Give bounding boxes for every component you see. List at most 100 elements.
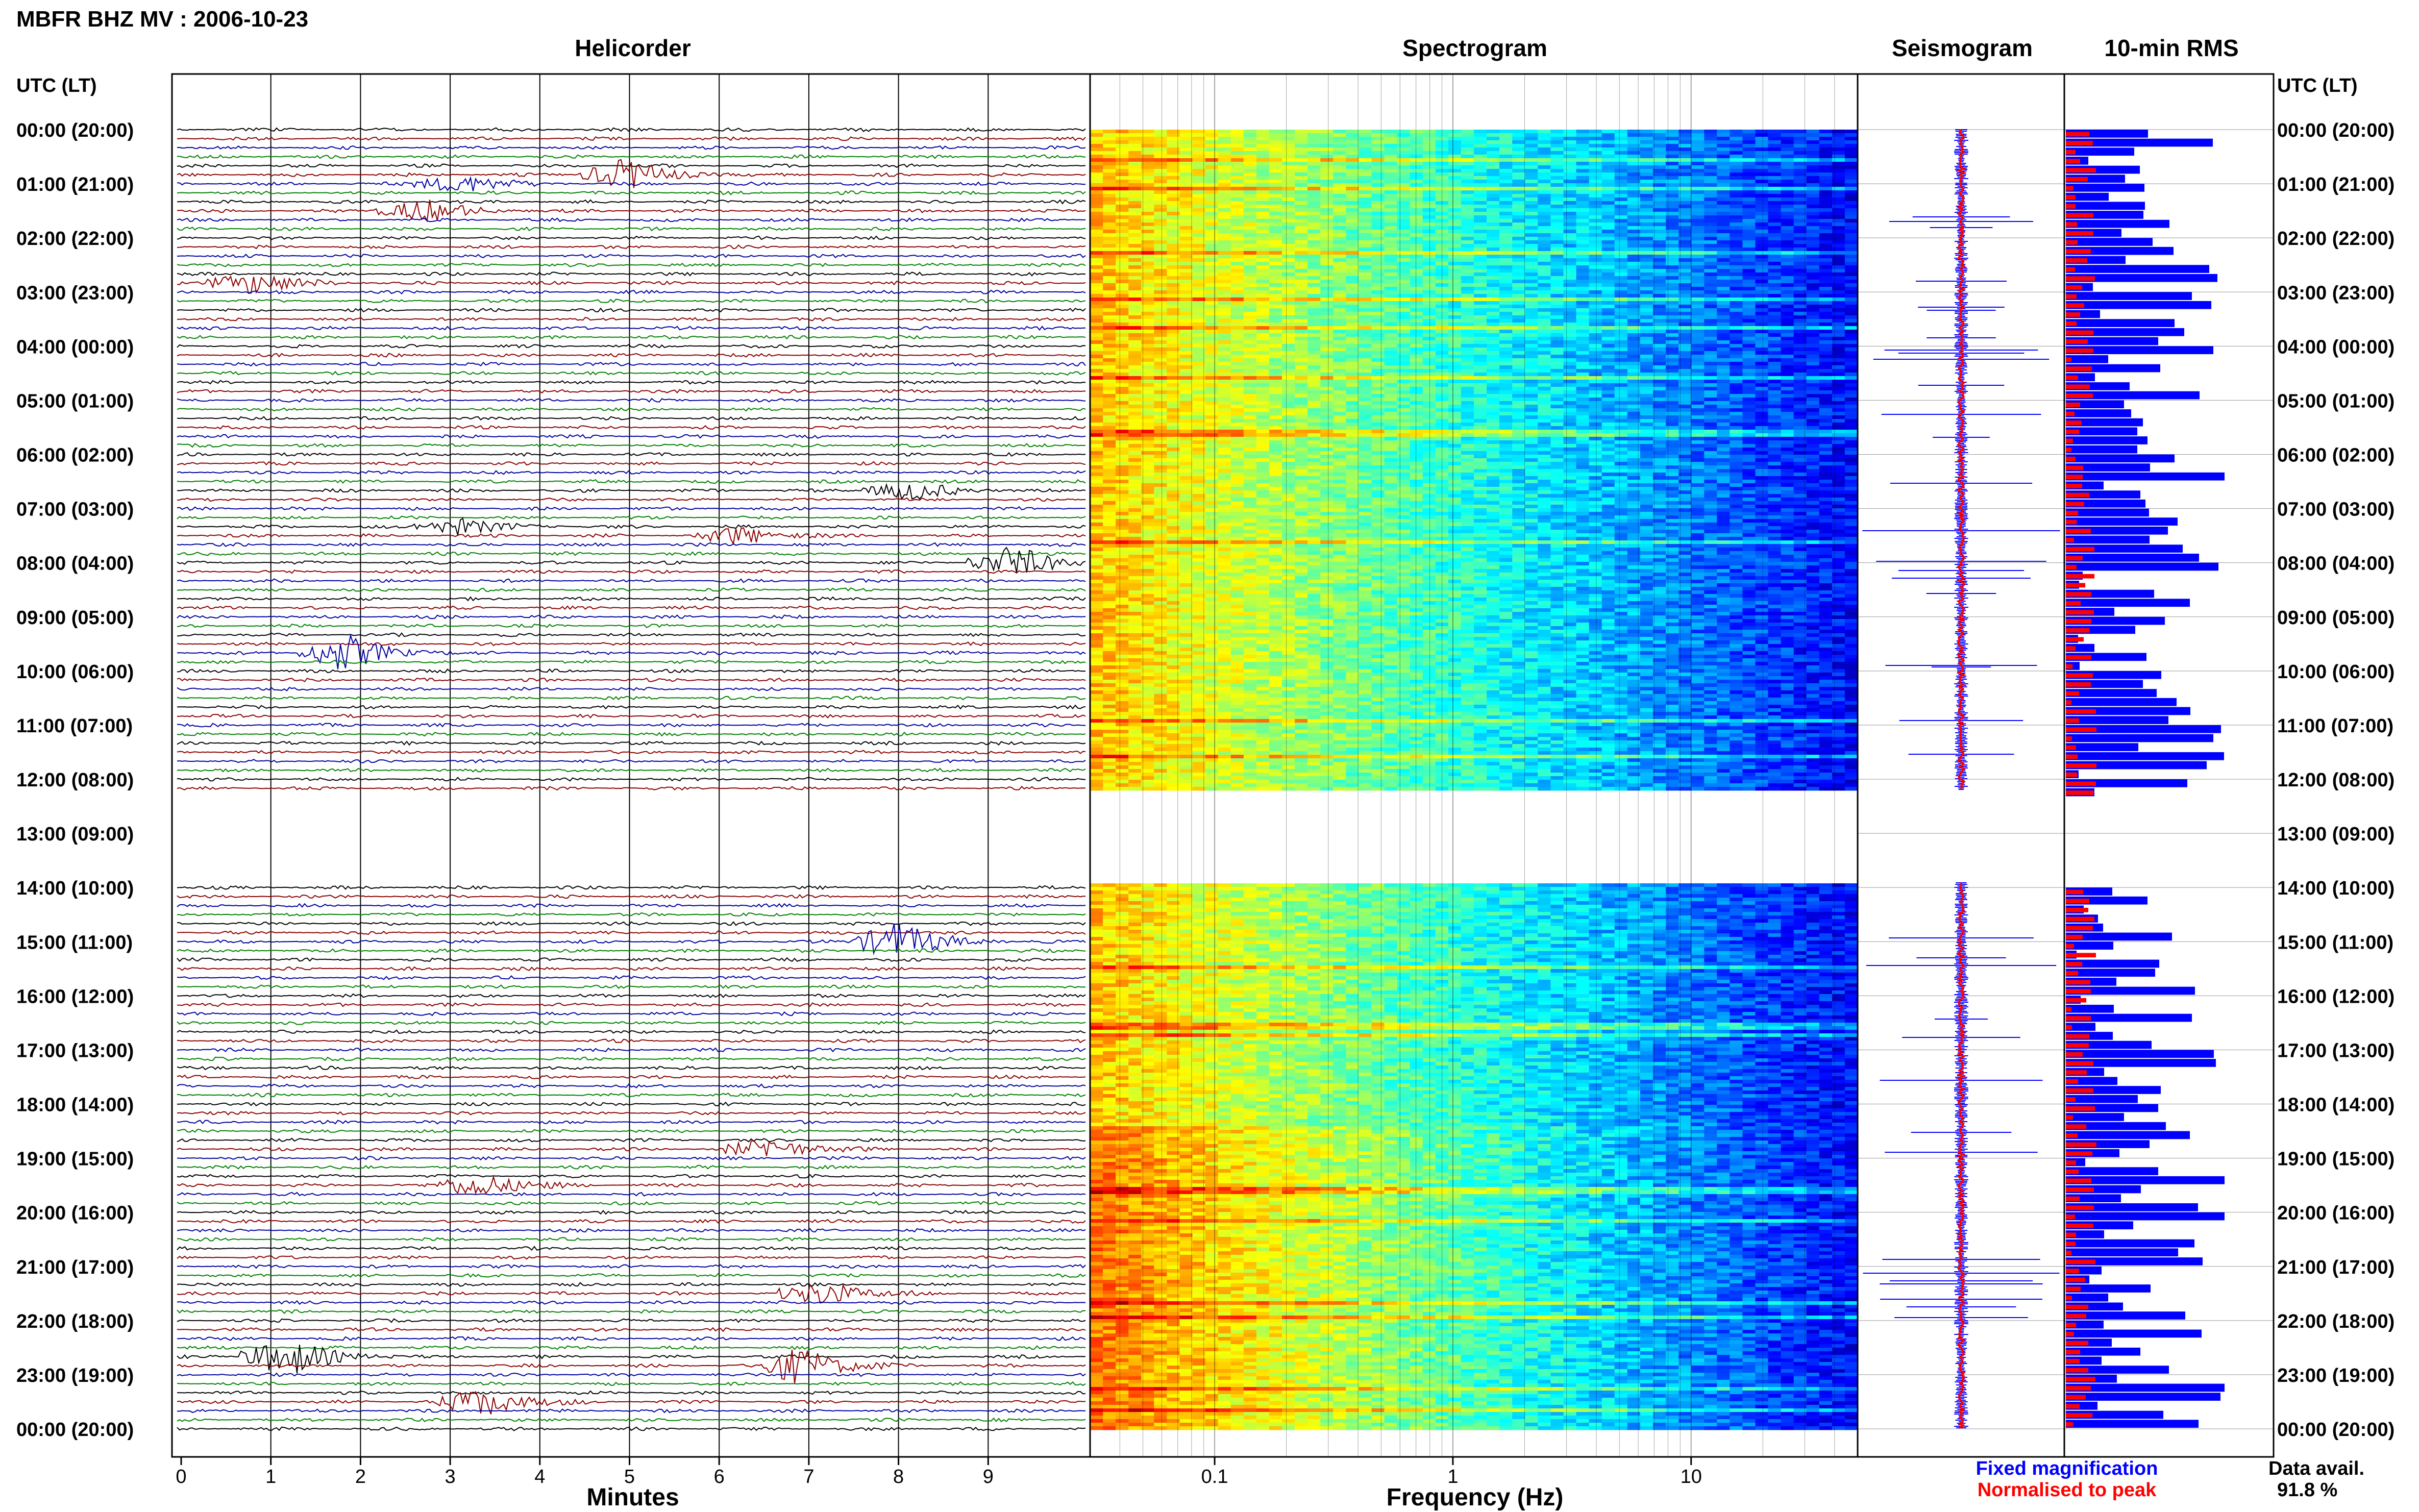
rms-bar-normalised <box>2066 556 2083 561</box>
helicorder-trace <box>177 1345 1086 1374</box>
helicorder-trace <box>177 1164 1086 1170</box>
helicorder-trace <box>177 885 1086 890</box>
rms-bar-normalised <box>2066 195 2076 200</box>
rms-bar-normalised <box>2066 619 2091 624</box>
hour-label-left: 11:00 (07:00) <box>16 715 133 737</box>
rms-bar-normalised <box>2066 1151 2092 1156</box>
helicorder-trace <box>177 343 1086 349</box>
helicorder-trace <box>177 1174 1086 1179</box>
helicorder-trace <box>177 479 1086 484</box>
helicorder-trace <box>177 1237 1086 1242</box>
rms-bar-fixed <box>2066 192 2109 201</box>
rms-bar-fixed <box>2066 328 2184 336</box>
helicorder-trace <box>177 993 1086 999</box>
hour-label-right: 17:00 (13:00) <box>2277 1040 2395 1061</box>
helicorder-trace <box>177 1101 1086 1107</box>
rms-bar-normalised <box>2066 321 2077 326</box>
rms-bar-normalised <box>2066 1242 2076 1246</box>
rms-bar-normalised <box>2066 1160 2076 1165</box>
rms-bar-fixed <box>2066 1311 2185 1320</box>
helicorder-trace <box>177 235 1086 240</box>
helicorder-trace <box>177 1417 1086 1423</box>
rms-bar-fixed <box>2066 1239 2194 1248</box>
rms-bar-normalised <box>2066 249 2091 254</box>
helicorder-trace <box>177 527 1086 546</box>
helicorder-tick-label: 9 <box>983 1466 994 1488</box>
helicorder-panel <box>177 74 1086 1457</box>
rms-bar-fixed <box>2066 743 2138 751</box>
rms-bar-fixed <box>2066 400 2124 409</box>
rms-bar-normalised <box>2066 1133 2078 1138</box>
helicorder-trace <box>177 497 1086 502</box>
rms-bar-fixed <box>2066 292 2192 300</box>
rms-bar-normalised <box>2066 601 2081 606</box>
helicorder-trace <box>177 686 1086 691</box>
rms-bar-fixed <box>2066 716 2168 724</box>
rms-bar-normalised <box>2066 366 2092 371</box>
spectrogram-title: Spectrogram <box>1402 35 1547 61</box>
rms-bar-fixed <box>2066 246 2174 255</box>
helicorder-trace <box>177 316 1086 322</box>
rms-bar-normalised <box>2066 132 2089 137</box>
rms-bar-fixed <box>2066 517 2178 526</box>
rms-bar-normalised <box>2066 375 2078 380</box>
axis-ticks: 0 1 2 3 4 5 6 7 8 9 0.1 1 10 <box>176 1457 1702 1488</box>
helicorder-trace <box>177 136 1086 141</box>
rms-bar-normalised <box>2066 1214 2075 1219</box>
rms-bar-fixed <box>2066 725 2221 733</box>
helicorder-trace <box>177 469 1086 475</box>
rms-bar-fixed <box>2066 941 2113 950</box>
helicorder-trace <box>177 425 1086 430</box>
rms-bar-fixed <box>2066 319 2175 327</box>
hour-label-right: 14:00 (10:00) <box>2277 878 2395 899</box>
helicorder-trace <box>177 957 1085 962</box>
rms-bar-normalised <box>2066 664 2072 669</box>
helicorder-trace <box>177 1309 1086 1315</box>
rms-bar-normalised <box>2066 1043 2089 1048</box>
helicorder-trace <box>177 1327 1086 1332</box>
rms-bar-normalised <box>2066 772 2077 777</box>
rms-bar-normalised <box>2066 926 2093 931</box>
rms-bar-fixed <box>2066 1050 2214 1058</box>
rms-bar-fixed <box>2066 544 2183 553</box>
rms-bar-normalised <box>2066 1422 2073 1427</box>
rms-bar-fixed <box>2066 219 2169 228</box>
rms-bar-normalised <box>2066 222 2077 227</box>
hour-label-right: 12:00 (08:00) <box>2277 770 2395 791</box>
spectrogram-tick-label: 1 <box>1447 1466 1458 1488</box>
helicorder-trace <box>177 930 1086 935</box>
helicorder-trace <box>177 1074 1086 1080</box>
rms-bar-fixed <box>2066 472 2225 481</box>
rms-bar-fixed <box>2066 599 2190 607</box>
rms-bar-normalised <box>2066 1025 2072 1030</box>
helicorder-trace <box>177 1120 1086 1125</box>
helicorder-trace <box>177 434 1086 439</box>
helicorder-trace <box>177 966 1086 971</box>
rms-bar-normalised <box>2066 700 2071 705</box>
rms-bar-normalised <box>2066 1358 2080 1364</box>
rms-bar-normalised <box>2066 790 2094 795</box>
hour-label-left: 18:00 (14:00) <box>16 1095 134 1116</box>
rms-bar-normalised <box>2066 1286 2081 1292</box>
rms-bar-normalised <box>2066 231 2093 236</box>
rms-bar-normalised <box>2066 213 2093 218</box>
rms-bar-normalised <box>2066 312 2080 317</box>
rms-bar-normalised <box>2066 448 2071 453</box>
helicorder-trace <box>177 668 1086 674</box>
rms-bar-normalised <box>2066 907 2088 912</box>
rms-bar-normalised <box>2066 303 2084 308</box>
rms-bar-normalised <box>2066 953 2096 958</box>
rms-bar-normalised <box>2066 159 2080 164</box>
helicorder-tick-label: 7 <box>803 1466 814 1488</box>
rms-bar-normalised <box>2066 1259 2095 1265</box>
rms-bar-normalised <box>2066 547 2094 552</box>
helicorder-trace <box>177 461 1086 466</box>
helicorder-trace <box>177 361 1086 367</box>
helicorder-tick-label: 4 <box>534 1466 545 1488</box>
rms-bar-fixed <box>2066 1420 2199 1428</box>
helicorder-trace <box>177 1228 1086 1233</box>
rms-bar-normalised <box>2066 1304 2088 1309</box>
helicorder-trace <box>177 299 1086 304</box>
helicorder-trace <box>177 289 1086 295</box>
hour-label-left: 00:00 (20:00) <box>16 120 134 141</box>
